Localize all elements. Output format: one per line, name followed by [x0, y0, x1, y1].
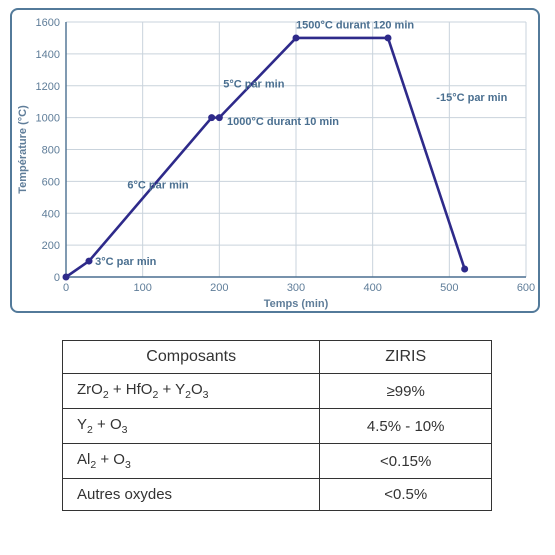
- header-ziris: ZIRIS: [320, 341, 492, 374]
- table-row: Al2 + O3<0.15%: [63, 444, 492, 479]
- composition-table: Composants ZIRIS ZrO2 + HfO2 + Y2O3≥99%Y…: [62, 340, 492, 511]
- cell-composant: ZrO2 + HfO2 + Y2O3: [63, 374, 320, 409]
- cell-composant: Y2 + O3: [63, 409, 320, 444]
- cell-value: 4.5% - 10%: [320, 409, 492, 444]
- cell-value: ≥99%: [320, 374, 492, 409]
- table-row: Y2 + O34.5% - 10%: [63, 409, 492, 444]
- table-header-row: Composants ZIRIS: [63, 341, 492, 374]
- header-composants: Composants: [63, 341, 320, 374]
- table: Composants ZIRIS ZrO2 + HfO2 + Y2O3≥99%Y…: [62, 340, 492, 511]
- cell-value: <0.15%: [320, 444, 492, 479]
- cell-composant: Autres oxydes: [63, 479, 320, 511]
- table-row: ZrO2 + HfO2 + Y2O3≥99%: [63, 374, 492, 409]
- chart-border: [10, 8, 540, 313]
- cell-composant: Al2 + O3: [63, 444, 320, 479]
- table-row: Autres oxydes<0.5%: [63, 479, 492, 511]
- cell-value: <0.5%: [320, 479, 492, 511]
- temperature-chart: 0100200300400500600020040060080010001200…: [10, 8, 540, 313]
